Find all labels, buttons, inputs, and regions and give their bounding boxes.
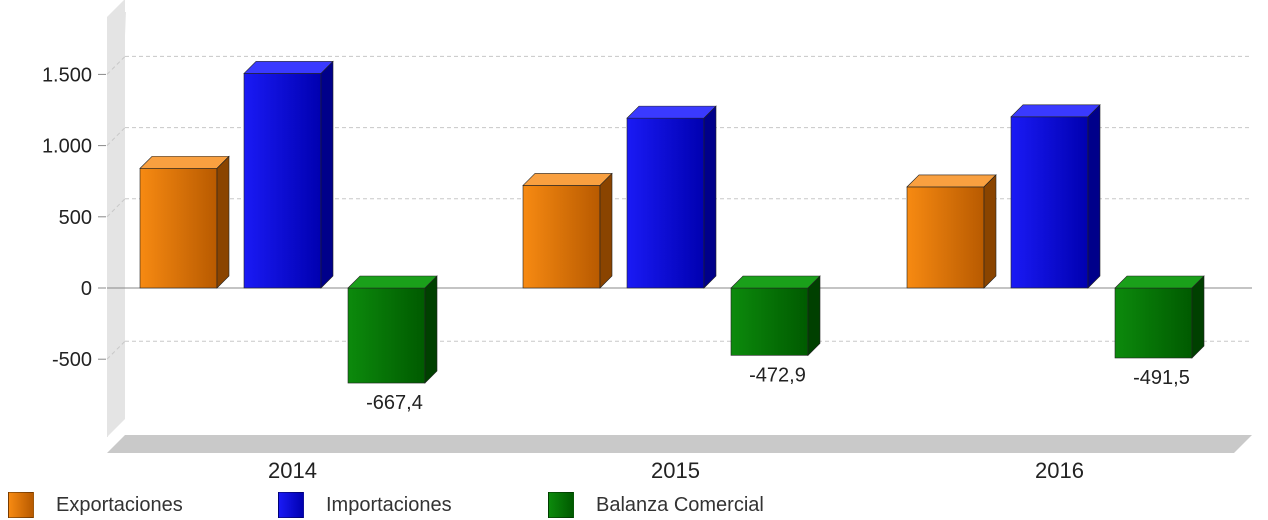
bar-importaciones-2015-top	[626, 105, 717, 119]
data-label-balanza-comercial-2014: -667,4	[366, 392, 423, 414]
y-axis: -500 0 500 1.000 1.500	[42, 64, 106, 371]
gridline-wall	[106, 340, 126, 360]
bar-importaciones-2016-side	[1087, 104, 1101, 289]
legend-swatch-importaciones	[278, 492, 304, 518]
legend-item-importaciones: Importaciones	[278, 492, 548, 518]
bar-importaciones-2014-side	[320, 60, 334, 289]
legend-label-importaciones: Importaciones	[326, 493, 452, 516]
bar-importaciones-2016	[1010, 104, 1101, 289]
y-tick-label: 1.500	[42, 64, 92, 86]
bar-importaciones-2016-top	[1010, 104, 1101, 118]
x-tick-label-2016: 2016	[1035, 458, 1084, 483]
bar-exportaciones-2015	[522, 172, 613, 289]
legend-item-exportaciones: Exportaciones	[8, 492, 278, 518]
bar-exportaciones-2016	[906, 174, 997, 289]
legend-swatch-balanza-comercial	[548, 492, 574, 518]
bar-exportaciones-2014-front	[139, 168, 218, 289]
bar-balanza-comercial-2016-front	[1114, 287, 1193, 359]
y-tick-label: 1.000	[42, 136, 92, 158]
bar-importaciones-2014-front	[243, 73, 322, 289]
x-tick-label-2015: 2015	[651, 458, 700, 483]
bar-exportaciones-2016-top	[906, 174, 997, 188]
data-label-balanza-comercial-2015: -472,9	[749, 364, 806, 386]
gridline-wall	[106, 198, 126, 218]
bar-exportaciones-2015-side	[599, 172, 613, 289]
legend-item-balanza-comercial: Balanza Comercial	[548, 492, 764, 518]
bar-importaciones-2016-front	[1010, 116, 1089, 289]
bar-balanza-comercial-2015-side	[807, 275, 821, 357]
legend-label-exportaciones: Exportaciones	[56, 493, 183, 516]
gridline-wall	[106, 127, 126, 146]
bar-exportaciones-2016-side	[983, 174, 997, 289]
bar-importaciones-2015-front	[626, 117, 705, 289]
bar-importaciones-2015	[626, 105, 717, 289]
bar-balanza-comercial-2014	[347, 275, 438, 384]
bar-exportaciones-2014	[139, 155, 230, 289]
bar-balanza-comercial-2015-top	[730, 275, 821, 289]
bar-balanza-comercial-2014-front	[347, 287, 426, 384]
bar-balanza-comercial-2015	[730, 275, 821, 357]
y-tick-label: 500	[59, 207, 92, 229]
bar-exportaciones-2016-front	[906, 186, 985, 289]
gridline-wall	[106, 56, 126, 75]
bar-balanza-comercial-2014-top	[347, 275, 438, 289]
bar-balanza-comercial-2014-side	[424, 275, 438, 384]
chart-frame	[107, 0, 1252, 453]
bar-exportaciones-2015-top	[522, 173, 613, 186]
bars	[139, 60, 1205, 384]
y-tick-label: 0	[81, 278, 92, 300]
labels: -667,4 2014 -472,9 2015 -491,5 2016	[268, 364, 1190, 483]
bar-exportaciones-2014-top	[139, 156, 230, 169]
y-tick-label: -500	[52, 349, 92, 371]
bar-balanza-comercial-2016-side	[1191, 275, 1205, 359]
legend-swatch-exportaciones	[8, 492, 34, 518]
bar-importaciones-2014	[243, 60, 334, 289]
bar-exportaciones-2014-side	[216, 155, 230, 289]
bar-importaciones-2015-side	[703, 105, 717, 289]
bar-exportaciones-2015-front	[522, 185, 601, 289]
bar-balanza-comercial-2015-front	[730, 287, 809, 356]
legend: Exportaciones Importaciones Balanza Come…	[8, 490, 764, 520]
chart-floor	[107, 435, 1252, 453]
x-tick-label-2014: 2014	[268, 458, 317, 483]
bar-balanza-comercial-2016-top	[1114, 275, 1205, 289]
bar-importaciones-2014-top	[243, 61, 334, 74]
data-label-balanza-comercial-2016: -491,5	[1133, 367, 1190, 389]
bar-balanza-comercial-2016	[1114, 275, 1205, 359]
legend-label-balanza-comercial: Balanza Comercial	[596, 493, 764, 516]
chart-left-wall	[107, 0, 125, 437]
